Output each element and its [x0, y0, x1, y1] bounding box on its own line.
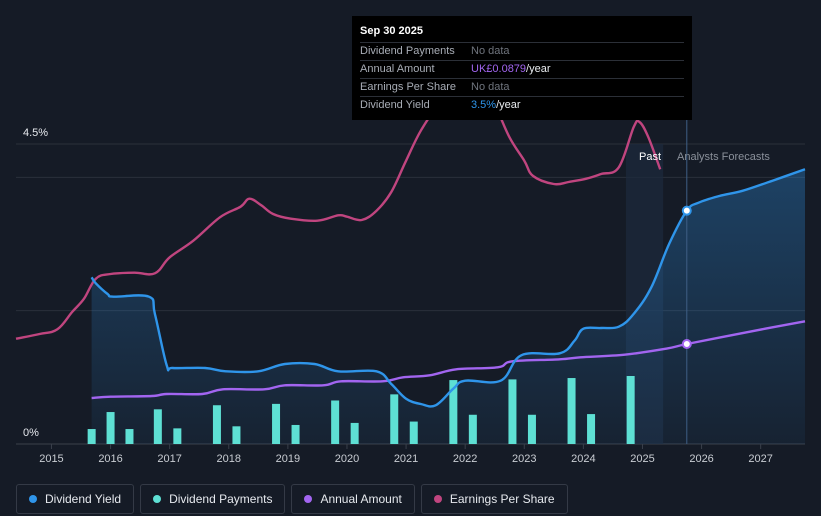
- dividend-payment-bar: [272, 403, 281, 444]
- x-tick-label: 2022: [453, 453, 477, 465]
- dividend-payment-bar: [527, 414, 536, 444]
- legend-dot-icon: [433, 495, 442, 503]
- x-tick-label: 2016: [98, 453, 122, 465]
- tooltip-value: 3.5%/year: [471, 97, 521, 114]
- tooltip-highlight-value: 3.5%: [471, 99, 497, 111]
- dividend-payment-bar: [567, 378, 576, 444]
- tooltip-label: Annual Amount: [360, 63, 435, 75]
- legend-dot-icon: [29, 495, 37, 503]
- past-label: Past: [639, 151, 661, 163]
- dividend-payment-bar: [350, 422, 359, 444]
- dividend-payment-bar: [232, 426, 241, 444]
- x-tick-label: 2027: [748, 453, 772, 465]
- y-axis-top-label: 4.5%: [23, 127, 48, 139]
- legend-label: Dividend Payments: [169, 492, 273, 506]
- tooltip-row-annual-amount: Annual Amount UK£0.0879/year: [360, 60, 684, 78]
- legend-dot-icon: [153, 495, 162, 503]
- dividend-payment-bar: [468, 414, 477, 444]
- tooltip-value: No data: [471, 81, 510, 93]
- dividend-payment-bar: [106, 412, 115, 444]
- x-tick-label: 2026: [689, 453, 713, 465]
- dividend-payment-bar: [87, 429, 96, 444]
- dividend-payment-bar: [409, 421, 418, 444]
- dividend-payment-bar: [390, 394, 399, 444]
- x-tick-label: 2018: [217, 453, 241, 465]
- tooltip-label: Dividend Yield: [360, 99, 430, 111]
- dividend-payment-bar: [125, 429, 134, 444]
- dividend-payment-bar: [212, 405, 221, 444]
- x-tick-label: 2019: [276, 453, 300, 465]
- tooltip-highlight-value: UK£0.0879: [471, 63, 527, 75]
- legend-label: Annual Amount: [320, 492, 402, 506]
- x-tick-label: 2024: [571, 453, 595, 465]
- chart-legend: Dividend Yield Dividend Payments Annual …: [16, 484, 568, 514]
- tooltip-row-dividend-payments: Dividend Payments No data: [360, 42, 684, 60]
- tooltip-value: UK£0.0879/year: [471, 61, 551, 78]
- dividend-payment-bars: [87, 376, 635, 444]
- x-tick-label: 2021: [394, 453, 418, 465]
- x-tick-label: 2017: [157, 453, 181, 465]
- earnings-per-share-line: [15, 85, 662, 340]
- tooltip-date: Sep 30 2025: [360, 25, 423, 37]
- tooltip-value-suffix: /year: [496, 99, 521, 111]
- dividend-yield-area: [91, 169, 806, 445]
- dividend-yield-line: [90, 168, 806, 408]
- tooltip-label: Earnings Per Share: [360, 81, 456, 93]
- dividend-payment-bar: [331, 400, 340, 444]
- tooltip-row-dividend-yield: Dividend Yield 3.5%/year: [360, 96, 684, 114]
- y-axis-bottom-label: 0%: [23, 427, 39, 439]
- legend-label: Dividend Yield: [45, 492, 122, 506]
- dividend-payment-bar: [449, 380, 458, 444]
- dividend-payment-bar: [153, 409, 162, 444]
- dividend-payment-bar: [508, 379, 517, 444]
- legend-dot-icon: [304, 495, 313, 503]
- legend-dividend-payments[interactable]: Dividend Payments: [140, 484, 286, 514]
- dividend-payment-bar: [173, 428, 182, 444]
- legend-annual-amount[interactable]: Annual Amount: [291, 484, 415, 514]
- x-tick-label: 2025: [630, 453, 654, 465]
- x-axis-ticks: 2015 2016 2017 2018 2019 2020 2021 2022 2023 2024…: [39, 444, 773, 465]
- x-tick-label: 2023: [512, 453, 536, 465]
- dividend-yield-marker: [681, 205, 692, 216]
- tooltip-label: Dividend Payments: [360, 45, 455, 57]
- x-tick-label: 2015: [39, 453, 63, 465]
- dividend-payment-bar: [626, 376, 635, 444]
- annual-amount-line: [91, 320, 806, 400]
- annual-amount-marker: [681, 339, 692, 349]
- dividend-payment-bar: [587, 414, 596, 444]
- data-tooltip: Sep 30 2025 Dividend Payments No data An…: [352, 16, 692, 120]
- tooltip-row-earnings-per-share: Earnings Per Share No data: [360, 78, 684, 96]
- legend-earnings-per-share[interactable]: Earnings Per Share: [420, 484, 568, 514]
- legend-label: Earnings Per Share: [449, 492, 555, 506]
- analysts-forecasts-label: Analysts Forecasts: [677, 151, 770, 163]
- dividend-payment-bar: [291, 424, 300, 444]
- x-tick-label: 2020: [335, 453, 359, 465]
- tooltip-value: No data: [471, 45, 510, 57]
- legend-dividend-yield[interactable]: Dividend Yield: [16, 484, 135, 514]
- tooltip-value-suffix: /year: [526, 63, 551, 75]
